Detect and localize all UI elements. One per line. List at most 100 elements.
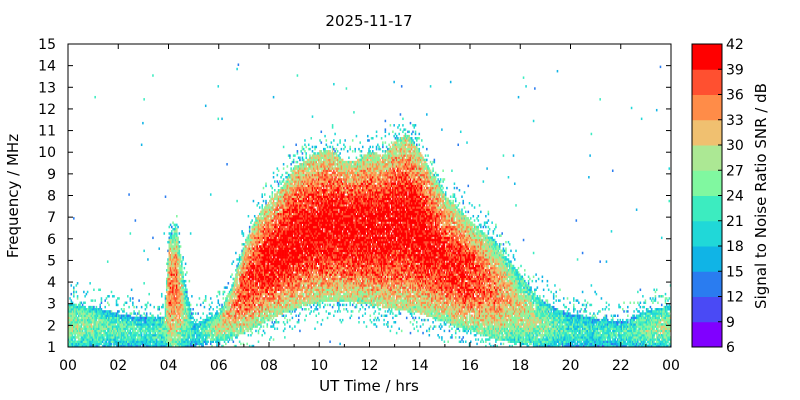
heatmap-cell bbox=[220, 316, 222, 320]
heatmap-cell bbox=[130, 316, 133, 320]
heatmap-cell bbox=[113, 323, 115, 326]
heatmap-cell bbox=[171, 310, 173, 313]
heatmap-cell bbox=[119, 340, 122, 343]
heatmap-cell bbox=[183, 312, 186, 315]
heatmap-cell bbox=[81, 318, 84, 322]
heatmap-cell bbox=[86, 321, 89, 324]
heatmap-cell bbox=[91, 321, 94, 324]
heatmap-cell bbox=[282, 295, 285, 298]
heatmap-cell bbox=[172, 234, 174, 237]
heatmap-cell bbox=[122, 344, 124, 348]
heatmap-cell bbox=[68, 314, 70, 317]
heatmap-cell bbox=[181, 275, 183, 279]
heatmap-cell bbox=[203, 338, 206, 341]
heatmap-cell bbox=[223, 340, 226, 343]
heatmap-cell bbox=[103, 316, 105, 320]
heatmap-cell bbox=[96, 327, 99, 330]
heatmap-cell bbox=[132, 334, 134, 337]
heatmap-cell bbox=[160, 327, 163, 330]
heatmap-cell bbox=[163, 325, 166, 328]
heatmap-cell bbox=[182, 312, 184, 315]
heatmap-cell bbox=[113, 316, 115, 320]
heatmap-cell bbox=[128, 338, 130, 341]
heatmap-cell bbox=[71, 305, 74, 309]
heatmap-cell bbox=[69, 321, 71, 324]
heatmap-cell bbox=[174, 327, 177, 330]
heatmap-cell bbox=[94, 334, 96, 337]
heatmap-cell bbox=[154, 325, 157, 328]
heatmap-cell bbox=[168, 290, 171, 294]
heatmap-cell bbox=[124, 301, 127, 305]
heatmap-cell bbox=[119, 338, 122, 341]
heatmap-cell bbox=[159, 329, 162, 333]
heatmap-cell bbox=[88, 321, 90, 324]
heatmap-cell bbox=[94, 318, 96, 322]
heatmap-cell bbox=[169, 247, 172, 250]
heatmap-cell bbox=[149, 312, 152, 315]
heatmap-cell bbox=[182, 256, 184, 259]
heatmap-cell bbox=[94, 329, 96, 333]
heatmap-cell bbox=[149, 329, 152, 333]
heatmap-cell bbox=[162, 316, 164, 320]
heatmap-cell bbox=[93, 340, 95, 343]
heatmap-cell bbox=[91, 331, 94, 335]
heatmap-cell bbox=[198, 297, 201, 300]
heatmap-cell bbox=[69, 325, 71, 328]
heatmap-cell bbox=[154, 321, 157, 324]
heatmap-cell bbox=[84, 321, 86, 324]
heatmap-cell bbox=[172, 277, 174, 281]
heatmap-cell bbox=[209, 316, 212, 320]
heatmap-cell bbox=[145, 321, 148, 324]
heatmap-cell bbox=[217, 85, 220, 88]
heatmap-cell bbox=[193, 329, 196, 333]
heatmap-cell bbox=[167, 266, 169, 270]
heatmap-cell bbox=[86, 312, 89, 315]
heatmap-cell bbox=[248, 230, 251, 233]
heatmap-cell bbox=[128, 321, 130, 324]
heatmap-cell bbox=[173, 247, 176, 250]
heatmap-cell bbox=[99, 318, 101, 322]
heatmap-cell bbox=[172, 279, 174, 283]
heatmap-cell bbox=[222, 305, 225, 309]
heatmap-cell bbox=[120, 321, 123, 324]
heatmap-cell bbox=[108, 331, 110, 335]
heatmap-cell bbox=[165, 312, 168, 315]
heatmap-cell bbox=[89, 327, 91, 330]
heatmap-cell bbox=[171, 240, 173, 244]
heatmap-cell bbox=[212, 329, 215, 333]
heatmap-cell bbox=[130, 331, 133, 335]
heatmap-cell bbox=[73, 329, 75, 333]
heatmap-cell bbox=[70, 318, 73, 322]
heatmap-cell bbox=[265, 184, 267, 188]
heatmap-cell bbox=[212, 323, 215, 326]
heatmap-cell bbox=[165, 329, 168, 333]
heatmap-cell bbox=[124, 325, 127, 328]
heatmap-cell bbox=[242, 232, 245, 235]
heatmap-cell bbox=[214, 325, 217, 328]
heatmap-cell bbox=[157, 314, 159, 317]
heatmap-cell bbox=[133, 342, 135, 346]
heatmap-cell bbox=[148, 325, 150, 328]
heatmap-cell bbox=[271, 286, 274, 289]
heatmap-cell bbox=[122, 316, 124, 320]
heatmap-cell bbox=[122, 325, 124, 328]
heatmap-cell bbox=[130, 321, 133, 324]
heatmap-cell bbox=[176, 249, 178, 253]
heatmap-cell bbox=[167, 262, 169, 266]
heatmap-cell bbox=[133, 325, 135, 328]
heatmap-cell bbox=[86, 334, 89, 337]
heatmap-cell bbox=[171, 329, 173, 333]
heatmap-cell bbox=[172, 321, 174, 324]
heatmap-cell bbox=[192, 323, 194, 326]
heatmap-cell bbox=[169, 269, 172, 272]
heatmap-cell bbox=[133, 316, 135, 320]
heatmap-cell bbox=[171, 260, 173, 263]
heatmap-cell bbox=[177, 327, 179, 330]
heatmap-cell bbox=[155, 321, 158, 324]
heatmap-cell bbox=[174, 321, 177, 324]
heatmap-cell bbox=[103, 325, 105, 328]
heatmap-cell bbox=[110, 314, 113, 317]
heatmap-cell bbox=[75, 303, 78, 307]
heatmap-cell bbox=[183, 327, 186, 330]
heatmap-cell bbox=[186, 290, 188, 294]
